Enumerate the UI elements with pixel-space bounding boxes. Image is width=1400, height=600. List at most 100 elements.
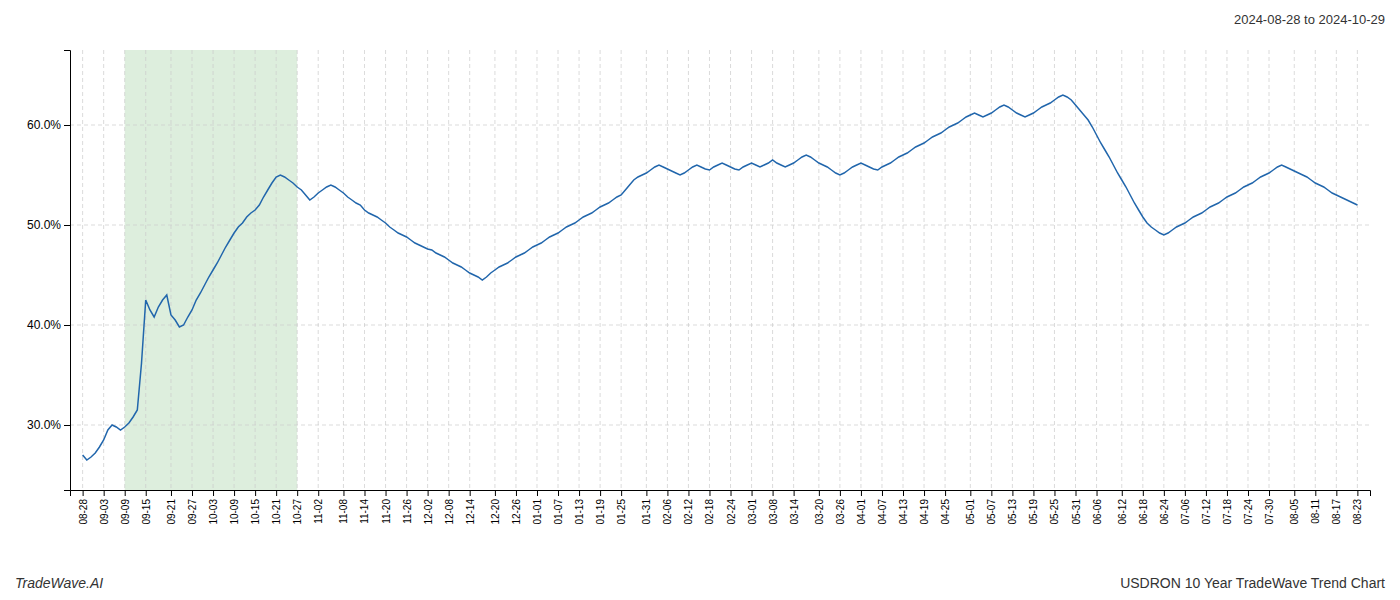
line: [83, 95, 1358, 460]
x-tick-label: 08-05: [1289, 499, 1300, 525]
x-tick-mark: [255, 490, 256, 496]
grid-line-x: [1184, 50, 1185, 490]
x-tick-label: 05-01: [965, 499, 976, 525]
x-tick-mark: [903, 490, 904, 496]
x-tick-mark: [1206, 490, 1207, 496]
y-tick: 40.0%: [27, 318, 70, 332]
x-tick-label: 03-26: [835, 499, 846, 525]
x-tick: 01-25: [616, 490, 627, 525]
grid-line-x: [406, 50, 407, 490]
grid-line-x: [1336, 50, 1337, 490]
grid-line-x: [297, 50, 298, 490]
x-tick-mark: [924, 490, 925, 496]
x-tick: 02-06: [662, 490, 673, 525]
x-tick-label: 10-21: [271, 499, 282, 525]
grid-line-x: [621, 50, 622, 490]
x-tick-mark: [1164, 490, 1165, 496]
x-tick-mark: [1097, 490, 1098, 496]
x-tick-label: 08-17: [1331, 499, 1342, 525]
grid-line-x: [343, 50, 344, 490]
x-tick: 07-30: [1264, 490, 1275, 525]
x-tick-mark: [1076, 490, 1077, 496]
x-tick: 07-18: [1222, 490, 1233, 525]
x-tick: 06-12: [1117, 490, 1128, 525]
x-tick: 01-13: [574, 490, 585, 525]
x-tick: 11-08: [338, 490, 349, 524]
x-tick: 03-26: [835, 490, 846, 525]
x-tick-label: 10-15: [250, 499, 261, 525]
x-tick-mark: [192, 490, 193, 496]
x-tick-label: 02-12: [683, 499, 694, 525]
x-tick-mark: [882, 490, 883, 496]
highlight-band: [125, 50, 297, 490]
grid-line-x: [515, 50, 516, 490]
x-tick: 12-14: [465, 490, 476, 525]
x-tick-label: 09-03: [99, 499, 110, 525]
grid-line-x: [1096, 50, 1097, 490]
x-tick: 10-27: [292, 490, 303, 525]
x-tick-mark: [83, 490, 84, 496]
x-tick-mark: [104, 490, 105, 496]
x-tick: 08-05: [1289, 490, 1300, 525]
grid-line-x: [881, 50, 882, 490]
x-tick-mark: [861, 490, 862, 496]
grid-line-x: [192, 50, 193, 490]
x-tick-label: 09-15: [141, 499, 152, 525]
grid-line-x: [945, 50, 946, 490]
x-tick-mark: [537, 490, 538, 496]
x-tick-label: 01-25: [616, 499, 627, 525]
x-tick: 12-08: [444, 490, 455, 525]
x-tick-mark: [1357, 490, 1358, 496]
x-tick: 04-25: [940, 490, 951, 525]
x-tick: 08-17: [1331, 490, 1342, 525]
x-tick-mark: [125, 490, 126, 496]
x-tick-mark: [709, 490, 710, 496]
grid-line-x: [1205, 50, 1206, 490]
x-tick-mark: [516, 490, 517, 496]
grid-line-x: [385, 50, 386, 490]
x-tick-label: 10-09: [229, 499, 240, 525]
grid-line-x: [1075, 50, 1076, 490]
grid: [70, 50, 1370, 490]
grid-line-x: [255, 50, 256, 490]
grid-line-x: [1121, 50, 1122, 490]
x-tick: 10-15: [250, 490, 261, 525]
x-tick-mark: [364, 490, 365, 496]
x-tick-mark: [234, 490, 235, 496]
x-tick: 02-24: [726, 490, 737, 525]
grid-line-x: [318, 50, 319, 490]
x-tick-label: 07-18: [1222, 499, 1233, 525]
chart-container: 08-2809-0309-0909-1509-2109-2710-0310-09…: [0, 0, 1400, 600]
grid-line-x: [276, 50, 277, 490]
grid-line-x: [730, 50, 731, 490]
y-tick: 30.0%: [27, 418, 70, 432]
y-axis-line: [64, 51, 71, 491]
x-tick-label: 03-14: [789, 499, 800, 525]
x-tick: 07-12: [1201, 490, 1212, 525]
x-tick: 05-19: [1028, 490, 1039, 525]
footer-right: USDRON 10 Year TradeWave Trend Chart: [1120, 575, 1385, 591]
grid-line-x: [103, 50, 104, 490]
x-tick-label: 03-08: [768, 499, 779, 525]
x-tick-label: 11-20: [381, 499, 392, 524]
x-tick: 05-31: [1071, 490, 1082, 525]
grid-line-x: [818, 50, 819, 490]
grid-line-x: [1033, 50, 1034, 490]
x-tick-label: 12-08: [444, 499, 455, 525]
grid-line-x: [536, 50, 537, 490]
x-tick-mark: [276, 490, 277, 496]
x-tick-mark: [407, 490, 408, 496]
x-tick-mark: [1122, 490, 1123, 496]
x-tick-label: 12-26: [511, 499, 522, 525]
x-tick-label: 05-07: [986, 499, 997, 525]
x-tick-mark: [470, 490, 471, 496]
x-tick-label: 03-20: [814, 499, 825, 525]
x-tick: 01-01: [532, 490, 543, 525]
grid-line-x: [469, 50, 470, 490]
x-tick-mark: [752, 490, 753, 496]
x-tick-label: 07-12: [1201, 499, 1212, 525]
footer-left: TradeWave.AI: [15, 575, 103, 591]
x-tick-mark: [621, 490, 622, 496]
x-tick: 12-02: [423, 490, 434, 525]
x-tick-mark: [945, 490, 946, 496]
